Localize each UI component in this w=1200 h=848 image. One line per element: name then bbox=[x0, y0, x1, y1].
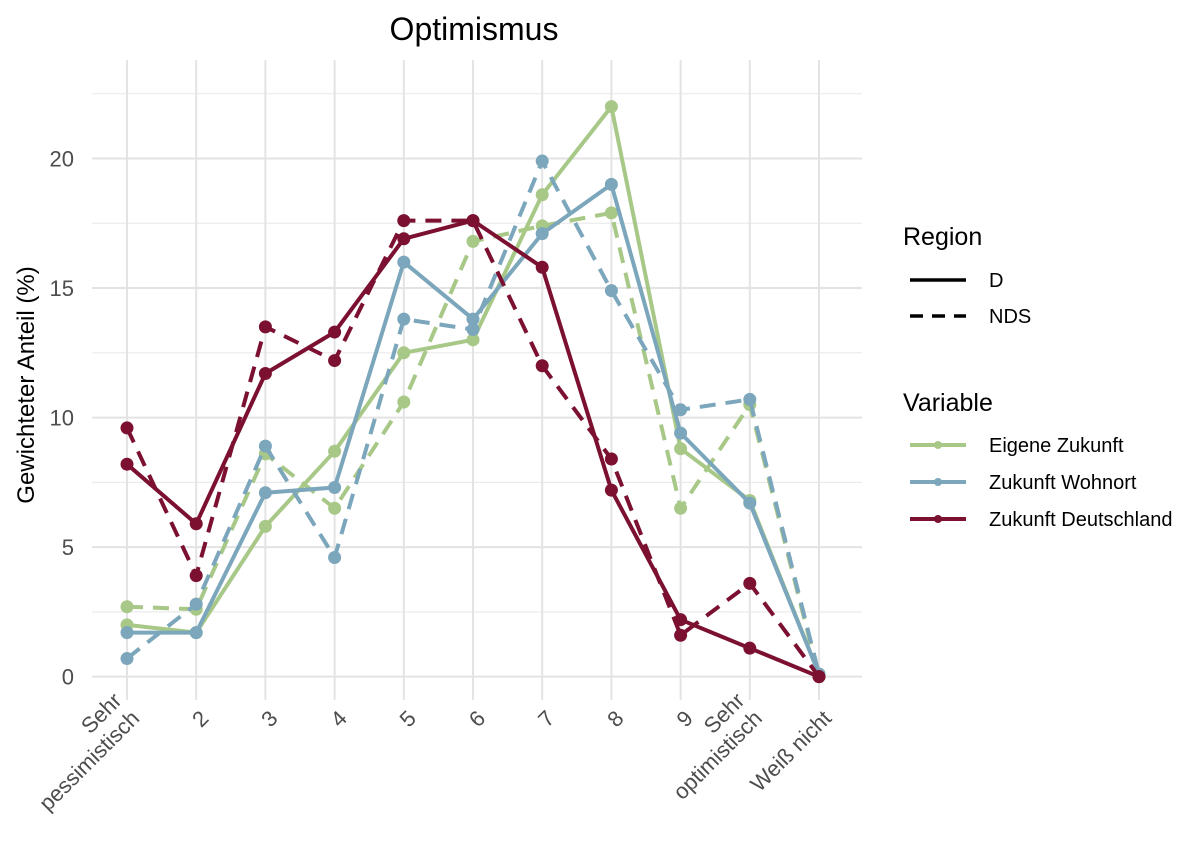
zukunft-deutschland-nds-point bbox=[466, 214, 480, 228]
zukunft-wohnort-nds-point bbox=[328, 550, 342, 564]
zukunft-wohnort-d-point bbox=[120, 626, 134, 640]
zukunft-wohnort-nds-point bbox=[535, 154, 549, 168]
zukunft-deutschland-nds-point bbox=[397, 214, 411, 228]
eigene-zukunft-nds-point bbox=[604, 206, 618, 220]
zukunft-deutschland-nds-point bbox=[189, 569, 203, 583]
x-tick-label: 9 bbox=[671, 706, 697, 732]
eigene-zukunft-d-point bbox=[466, 333, 480, 347]
zukunft-wohnort-d-point bbox=[535, 227, 549, 241]
zukunft-wohnort-nds-point bbox=[604, 284, 618, 298]
legend-region-label-nds: NDS bbox=[989, 306, 1031, 328]
x-tick-label: Sehrpessimistisch bbox=[16, 688, 144, 816]
x-tick-label: 5 bbox=[395, 706, 421, 732]
eigene-zukunft-d-point bbox=[535, 188, 549, 202]
y-tick-label: 5 bbox=[62, 535, 74, 560]
zukunft-deutschland-nds-point bbox=[328, 354, 342, 368]
zukunft-wohnort-nds-point bbox=[120, 652, 134, 666]
zukunft-deutschland-d-point bbox=[397, 232, 411, 246]
zukunft-wohnort-nds-point bbox=[674, 403, 688, 417]
legend-variable-label-deutschland: Zukunft Deutschland bbox=[989, 509, 1172, 531]
eigene-zukunft-d-point bbox=[674, 442, 688, 456]
zukunft-deutschland-nds-point bbox=[258, 320, 272, 334]
zukunft-deutschland-nds-point bbox=[535, 359, 549, 373]
zukunft-wohnort-nds-point bbox=[743, 392, 757, 406]
x-tick-label-line: 7 bbox=[533, 706, 559, 732]
legend-variable-keys bbox=[910, 441, 966, 523]
x-tick-label: 8 bbox=[602, 706, 628, 732]
zukunft-deutschland-nds-point bbox=[120, 421, 134, 435]
x-tick-label-line: 3 bbox=[256, 706, 282, 732]
eigene-zukunft-nds-point bbox=[466, 234, 480, 248]
legend-region-title: Region bbox=[903, 223, 982, 251]
legend-variable-key-point bbox=[934, 515, 942, 523]
zukunft-deutschland-nds-point bbox=[604, 452, 618, 466]
legend-region: Region D NDS bbox=[903, 223, 1031, 328]
eigene-zukunft-nds-point bbox=[674, 501, 688, 515]
legend-variable: Variable Eigene Zukunft Zukunft Wohnort … bbox=[903, 389, 1172, 531]
zukunft-wohnort-d-point bbox=[674, 426, 688, 440]
zukunft-deutschland-d-point bbox=[743, 641, 757, 655]
y-tick-label: 10 bbox=[50, 406, 74, 431]
zukunft-deutschland-d-point bbox=[120, 457, 134, 471]
zukunft-deutschland-d-point bbox=[258, 367, 272, 381]
eigene-zukunft-d-point bbox=[328, 444, 342, 458]
series-group bbox=[120, 100, 826, 684]
zukunft-deutschland-d-point bbox=[604, 483, 618, 497]
zukunft-wohnort-d-point bbox=[258, 486, 272, 500]
zukunft-wohnort-nds-point bbox=[466, 322, 480, 336]
x-tick-label-line: 6 bbox=[464, 706, 490, 732]
zukunft-deutschland-d-point bbox=[535, 260, 549, 274]
legend-region-label-d: D bbox=[989, 270, 1003, 292]
x-tick-label: 7 bbox=[533, 706, 559, 732]
y-tick-label: 15 bbox=[50, 276, 74, 301]
eigene-zukunft-d-point bbox=[604, 100, 618, 114]
zukunft-deutschland-d-point bbox=[328, 325, 342, 339]
x-tick-label-line: 5 bbox=[395, 706, 421, 732]
x-tick-label-line: 2 bbox=[187, 706, 213, 732]
eigene-zukunft-nds-point bbox=[328, 501, 342, 515]
zukunft-wohnort-nds-point bbox=[258, 439, 272, 453]
legend-variable-label-wohnort: Zukunft Wohnort bbox=[989, 472, 1137, 494]
zukunft-wohnort-nds-point bbox=[189, 597, 203, 611]
zukunft-deutschland-nds-point bbox=[674, 628, 688, 642]
y-tick-label: 20 bbox=[50, 146, 74, 171]
zukunft-wohnort-d-point bbox=[604, 177, 618, 191]
x-tick-labels: Sehrpessimistisch 2 3 4 5 6 7 8 9 Sehroptimistisc… bbox=[16, 688, 836, 816]
eigene-zukunft-nds-point bbox=[120, 600, 134, 614]
x-tick-label-line: 9 bbox=[671, 706, 697, 732]
zukunft-wohnort-d-point bbox=[189, 626, 203, 640]
zukunft-deutschland-nds-point bbox=[812, 670, 826, 684]
zukunft-deutschland-nds-point bbox=[743, 576, 757, 590]
x-tick-label: 4 bbox=[325, 706, 351, 732]
chart-title: Optimismus bbox=[390, 11, 559, 47]
grid bbox=[92, 60, 862, 700]
eigene-zukunft-d-point bbox=[258, 519, 272, 533]
legend-variable-key-point bbox=[934, 478, 942, 486]
x-tick-label-line: 4 bbox=[325, 706, 351, 732]
x-tick-label: 6 bbox=[464, 706, 490, 732]
x-tick-label: 3 bbox=[256, 706, 282, 732]
eigene-zukunft-nds-point bbox=[397, 395, 411, 409]
zukunft-wohnort-nds-point bbox=[397, 312, 411, 326]
eigene-zukunft-d-point bbox=[397, 346, 411, 360]
zukunft-wohnort-d-point bbox=[328, 481, 342, 495]
legend-variable-label-eigene: Eigene Zukunft bbox=[989, 435, 1124, 457]
y-axis-label: Gewichteter Anteil (%) bbox=[13, 266, 40, 503]
y-tick-labels: 0 5 10 15 20 bbox=[50, 146, 74, 689]
x-tick-label-line: 8 bbox=[602, 706, 628, 732]
legend-variable-key-point bbox=[934, 441, 942, 449]
zukunft-wohnort-d-point bbox=[397, 255, 411, 269]
y-tick-label: 0 bbox=[62, 665, 74, 690]
legend-variable-title: Variable bbox=[903, 389, 993, 417]
x-tick-label: Sehroptimistisch bbox=[650, 688, 767, 805]
x-tick-label: 2 bbox=[187, 706, 213, 732]
zukunft-deutschland-d-point bbox=[189, 517, 203, 531]
zukunft-wohnort-d-point bbox=[743, 496, 757, 510]
